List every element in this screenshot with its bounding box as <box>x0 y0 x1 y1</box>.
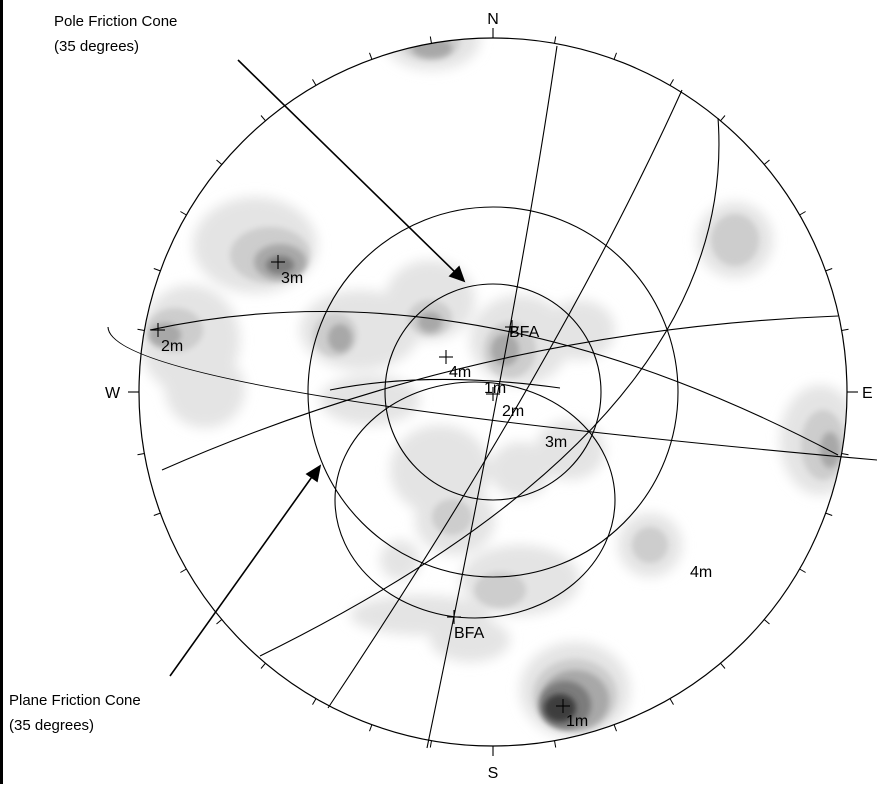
primitive-ticks <box>137 36 849 748</box>
plane-4m-label: 4m <box>690 564 712 581</box>
perimeter-tick <box>429 740 432 748</box>
plane-4m-great-circle <box>259 117 720 657</box>
perimeter-tick <box>260 662 266 669</box>
east-label: E <box>862 385 873 402</box>
perimeter-tick <box>613 724 617 732</box>
perimeter-tick <box>137 328 145 331</box>
perimeter-tick <box>669 698 674 705</box>
perimeter-tick <box>825 268 833 272</box>
pole-2m-cross <box>151 323 165 337</box>
pole-1m-cross <box>556 699 570 713</box>
pole-cone-arrowhead <box>448 265 466 283</box>
frame-left-border <box>0 0 3 784</box>
plane-3m-label: 3m <box>545 434 567 451</box>
perimeter-tick <box>260 115 266 122</box>
perimeter-tick <box>312 698 317 705</box>
perimeter-tick <box>841 328 849 331</box>
annotation-arrows <box>169 59 466 677</box>
perimeter-tick <box>799 568 806 573</box>
perimeter-tick <box>554 740 557 748</box>
perimeter-tick <box>613 52 617 60</box>
projected-cone-ellipse <box>334 381 616 619</box>
perimeter-tick <box>153 512 161 516</box>
pole-1m-label: 1m <box>566 713 588 730</box>
perimeter-tick <box>763 619 770 625</box>
perimeter-tick <box>216 619 223 625</box>
pole-3m-cross <box>271 255 285 269</box>
perimeter-tick <box>369 724 373 732</box>
plane-cone-arrowhead <box>305 464 322 483</box>
perimeter-tick <box>841 453 849 456</box>
bfa-bottom-cross <box>447 610 461 624</box>
south-label: S <box>488 765 499 782</box>
perimeter-tick <box>137 453 145 456</box>
perimeter-tick <box>369 52 373 60</box>
perimeter-tick <box>429 36 432 44</box>
pole-4m-label: 4m <box>449 364 471 381</box>
plane-2m-great-circle <box>327 89 683 709</box>
center-cross <box>486 387 500 401</box>
plane-cone-arrow-line <box>169 473 315 677</box>
pole-cone-arrow-line <box>237 59 458 275</box>
plane-cone-caption-line2: (35 degrees) <box>9 717 94 734</box>
pole-cone-caption-line2: (35 degrees) <box>54 38 139 55</box>
pole-4m-cross <box>439 350 453 364</box>
perimeter-tick <box>669 79 674 86</box>
bfa-top-cross <box>505 320 519 334</box>
perimeter-tick <box>799 211 806 216</box>
contour-shading <box>140 38 847 738</box>
annotation-captions: Pole Friction Cone (35 degrees) Plane Fr… <box>9 13 177 734</box>
perimeter-tick <box>720 662 726 669</box>
perimeter-tick <box>825 512 833 516</box>
plane-3m-great-circle <box>107 326 877 461</box>
pole-2m-label: 2m <box>161 338 183 355</box>
pole-friction-cone-circle <box>384 283 602 501</box>
plane-2m-label: 2m <box>502 403 524 420</box>
pole-3m-label: 3m <box>281 270 303 287</box>
perimeter-tick <box>180 211 187 216</box>
perimeter-tick <box>312 79 317 86</box>
pole-markers <box>151 255 570 713</box>
contour-level-5 <box>544 694 576 722</box>
plane-great-circle-c <box>329 378 561 391</box>
plane-1m-label: 1m <box>484 380 506 397</box>
pole-labels: 1m 2m 3m 4m <box>161 270 588 730</box>
perimeter-tick <box>153 268 161 272</box>
perimeter-tick <box>720 115 726 122</box>
bfa-bottom-label: BFA <box>454 625 485 642</box>
plane-great-circle-b <box>149 311 839 456</box>
perimeter-tick <box>763 159 770 165</box>
pole-cone-caption-line1: Pole Friction Cone <box>54 13 177 30</box>
perimeter-tick <box>216 159 223 165</box>
plane-labels: 1m 2m 3m 4m BFA BFA <box>454 324 712 642</box>
perimeter-tick <box>180 568 187 573</box>
plane-1m-great-circle <box>426 45 558 749</box>
north-label: N <box>487 11 499 28</box>
plane-friction-cone-circle <box>307 206 679 578</box>
compass-ticks <box>128 28 858 756</box>
compass-labels: N S E W <box>105 8 873 782</box>
bfa-top-label: BFA <box>509 324 540 341</box>
west-label: W <box>105 385 121 402</box>
plane-great-circle-a <box>161 315 839 471</box>
plane-cone-caption-line1: Plane Friction Cone <box>9 692 141 709</box>
perimeter-tick <box>554 36 557 44</box>
great-circles <box>107 45 877 749</box>
